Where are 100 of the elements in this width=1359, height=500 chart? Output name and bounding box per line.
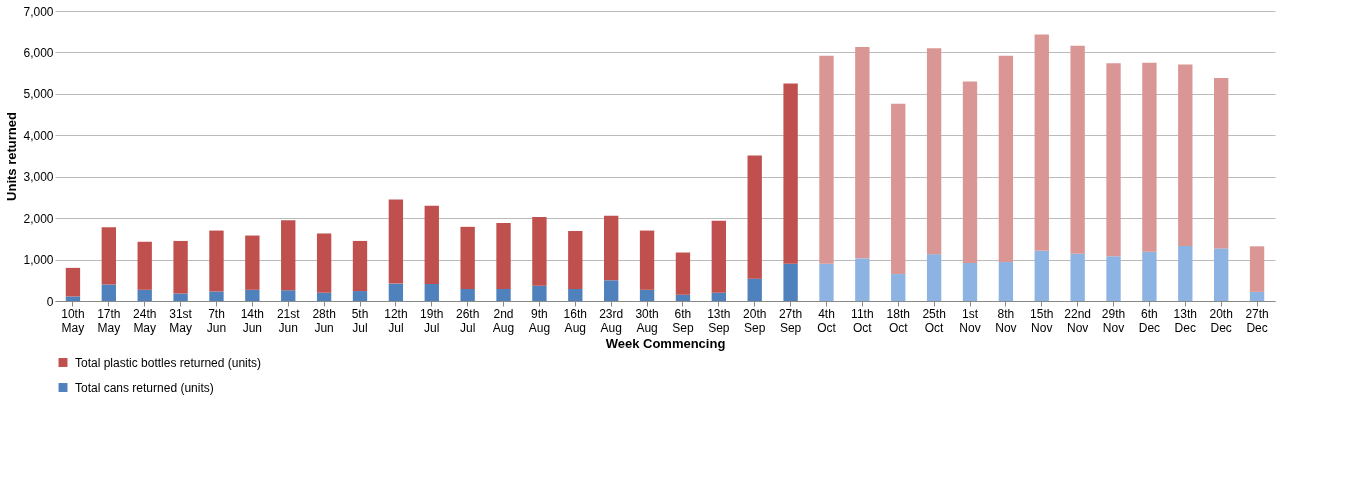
bar xyxy=(568,288,583,301)
bar xyxy=(1106,256,1121,301)
x-tick-label: 20th Dec xyxy=(1209,306,1233,335)
x-tick-label: 4th Oct xyxy=(817,306,837,335)
bar xyxy=(711,220,726,293)
bar xyxy=(819,263,834,301)
bar xyxy=(1214,248,1229,301)
bar xyxy=(675,252,691,295)
x-tick-label: 14th Jun xyxy=(240,306,265,335)
x-tick-label: 1st Nov xyxy=(959,306,981,335)
bar xyxy=(1178,64,1193,246)
bar xyxy=(1178,245,1193,301)
bar xyxy=(137,289,152,301)
y-axis-title: Units returned xyxy=(4,112,20,201)
bar xyxy=(1249,291,1265,301)
x-tick-label: 13th Sep xyxy=(707,306,731,335)
x-tick-label: 7th Jun xyxy=(206,306,227,335)
bar xyxy=(316,292,332,301)
bar xyxy=(711,292,726,301)
x-tick-label: 29th Nov xyxy=(1101,306,1126,335)
x-tick-label: 5th Jul xyxy=(351,306,369,335)
x-tick-label: 21st Jun xyxy=(276,306,301,335)
x-tick-label: 24th May xyxy=(133,306,157,335)
bar xyxy=(962,81,978,263)
bar xyxy=(1106,63,1121,257)
bar xyxy=(604,215,619,281)
x-tick-label: 31st May xyxy=(169,306,193,335)
bar xyxy=(352,291,368,301)
bar xyxy=(101,227,116,285)
bar xyxy=(891,103,906,275)
bar xyxy=(1070,253,1085,301)
bar xyxy=(998,262,1014,301)
bar xyxy=(747,278,762,301)
bar xyxy=(1142,251,1157,301)
bar xyxy=(496,223,511,289)
bar xyxy=(926,48,942,255)
x-tick-label: 10th May xyxy=(61,306,85,335)
x-tick-label: 30th Aug xyxy=(635,306,659,335)
bar xyxy=(460,226,475,289)
bar xyxy=(962,262,978,301)
bar xyxy=(1214,78,1229,249)
y-tick-label: 7,000 xyxy=(23,4,54,19)
bar xyxy=(1034,34,1049,251)
bar xyxy=(173,240,188,294)
bar xyxy=(65,296,81,301)
x-tick-label: 12th Jul xyxy=(384,306,408,335)
bar xyxy=(1142,62,1157,252)
bar xyxy=(388,199,404,284)
bar xyxy=(604,280,619,301)
bar xyxy=(1034,250,1049,301)
bar xyxy=(819,55,834,264)
y-tick-label: 4,000 xyxy=(23,128,54,143)
x-tick-label: 8th Nov xyxy=(995,306,1017,335)
x-tick-label: 9th Aug xyxy=(528,306,551,335)
x-tick-label: 23rd Aug xyxy=(599,306,624,335)
bar xyxy=(639,289,655,301)
x-tick-label: 27th Dec xyxy=(1245,306,1269,335)
bar xyxy=(173,293,188,301)
bar xyxy=(532,216,547,286)
bar xyxy=(1070,45,1085,254)
x-tick-label: 13th Dec xyxy=(1173,306,1197,335)
bar xyxy=(747,155,762,279)
bar xyxy=(460,288,475,301)
x-tick-label: 27th Sep xyxy=(778,306,803,335)
legend-label: Total cans returned (units) xyxy=(75,380,214,395)
x-tick-label: 11th Oct xyxy=(851,306,874,335)
bar xyxy=(209,291,224,301)
bar xyxy=(998,55,1014,263)
x-tick-label: 22nd Nov xyxy=(1064,306,1091,335)
y-tick-label: 3,000 xyxy=(23,170,54,185)
x-tick-label: 18th Oct xyxy=(886,306,910,335)
y-tick-label: 2,000 xyxy=(23,211,54,226)
bar xyxy=(316,233,332,293)
bar xyxy=(101,284,116,301)
bar xyxy=(424,284,439,301)
bar xyxy=(65,267,81,297)
x-tick-label: 25th Oct xyxy=(922,306,946,335)
bar xyxy=(281,290,296,301)
bar xyxy=(137,241,152,290)
bar xyxy=(245,235,260,290)
y-tick-label: 6,000 xyxy=(23,45,54,60)
bar xyxy=(245,289,260,301)
bar xyxy=(568,230,583,289)
bar xyxy=(532,285,547,301)
bar xyxy=(281,220,296,291)
x-tick-label: 20th Sep xyxy=(743,306,767,335)
y-tick-label: 0 xyxy=(46,294,54,309)
bar xyxy=(891,274,906,301)
bar xyxy=(424,205,439,285)
bar xyxy=(783,83,798,264)
bar xyxy=(209,230,224,292)
x-tick-label: 15th Nov xyxy=(1030,306,1054,335)
bar xyxy=(926,254,942,301)
y-tick-label: 1,000 xyxy=(23,253,54,268)
x-tick-label: 17th May xyxy=(97,306,121,335)
x-tick-label: 28th Jun xyxy=(312,306,336,335)
bar xyxy=(388,283,404,301)
x-tick-label: 6th Sep xyxy=(672,306,694,335)
x-tick-label: 16th Aug xyxy=(563,306,587,335)
bar xyxy=(639,230,655,290)
